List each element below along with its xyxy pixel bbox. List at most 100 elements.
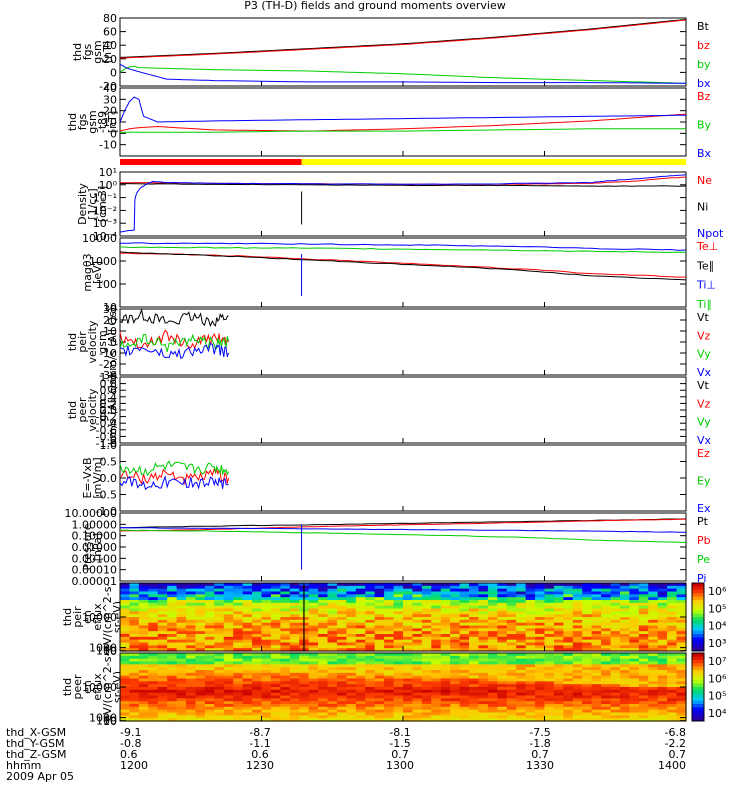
spectrogram-cell [582, 645, 593, 649]
spectrogram-cell [469, 704, 480, 708]
spectrogram-cell [195, 678, 206, 682]
spectrogram-cell [629, 687, 640, 691]
spectrogram-cell [355, 619, 366, 624]
spectrogram-cell [176, 678, 187, 682]
spectrogram-cell [440, 605, 451, 610]
spectrogram-cell [223, 655, 234, 660]
spectrogram-cell [280, 583, 291, 587]
spectrogram-cell [553, 591, 564, 595]
panel-frame [119, 308, 687, 376]
spectrogram-cell [497, 636, 508, 641]
spectrogram-cell [393, 715, 404, 719]
spectrogram-cell [270, 655, 281, 660]
spectrogram-cell [619, 698, 630, 702]
spectrogram-cell [478, 619, 489, 624]
spectrogram-cell [516, 715, 527, 719]
colorbar-cell [692, 700, 704, 705]
spectrogram-cell [469, 605, 480, 610]
spectrogram-cell [487, 594, 498, 598]
spectrogram-cell [563, 698, 574, 702]
spectrogram-cell [289, 658, 300, 663]
spectrogram-cell [572, 712, 583, 716]
spectrogram-cell [204, 712, 215, 716]
spectrogram-cell [667, 670, 678, 674]
legend-entry: Ey [697, 475, 711, 488]
spectrogram-cell [450, 692, 461, 697]
y-tick-label: 0.0 [100, 404, 118, 417]
spectrogram-cell [601, 687, 612, 691]
spectrogram-cell [157, 628, 168, 632]
spectrogram-cell [280, 597, 291, 601]
spectrogram-cell [638, 594, 649, 598]
spectrogram-cell [610, 681, 621, 685]
spectrogram-cell [601, 588, 612, 593]
spectrogram-cell [138, 622, 149, 627]
spectrogram-cell [289, 675, 300, 680]
spectrogram-cell [440, 642, 451, 646]
spectrogram-cell [167, 655, 178, 660]
spectrogram-cell [431, 684, 442, 688]
legend-entry: bx [697, 77, 711, 90]
spectrogram-cell [516, 636, 527, 641]
spectrogram-cell [157, 658, 168, 663]
spectrogram-cell [261, 681, 272, 685]
spectrogram-cell [186, 585, 197, 590]
spectrogram-cell [233, 614, 244, 618]
spectrogram-cell [129, 704, 140, 708]
spectrogram-cell [242, 617, 253, 621]
spectrogram-cell [657, 687, 668, 691]
spectrogram-cell [138, 608, 149, 612]
spectrogram-cell [374, 636, 385, 641]
spectrogram-cell [440, 602, 451, 607]
panel-ylabel: peer [71, 674, 84, 700]
spectrogram-cell [421, 591, 432, 595]
spectrogram-cell [535, 611, 546, 615]
spectrogram-cell [186, 608, 197, 612]
spectrogram-cell [157, 664, 168, 668]
spectrogram-cell [148, 628, 159, 632]
spectrogram-cell [186, 681, 197, 685]
spectrogram-cell [450, 695, 461, 699]
spectrogram-cell [497, 687, 508, 691]
spectrogram-cell [638, 689, 649, 694]
spectrogram-cell [214, 664, 225, 668]
spectrogram-cell [214, 675, 225, 680]
spectrogram-cell [667, 600, 678, 604]
spectrogram-cell [601, 709, 612, 714]
spectrogram-cell [176, 588, 187, 593]
spectrogram-cell [591, 625, 602, 629]
spectrogram-cell [459, 715, 470, 719]
spectrogram-cell [270, 645, 281, 649]
spectrogram-cell [318, 653, 329, 657]
spectrogram-cell [204, 625, 215, 629]
spectrogram-cell [478, 602, 489, 607]
spectrogram-cell [138, 689, 149, 694]
spectrogram-cell [591, 672, 602, 677]
colorbar-cell [692, 680, 704, 685]
spectrogram-cell [308, 625, 319, 629]
spectrogram-cell [308, 661, 319, 665]
spectrogram-cell [553, 704, 564, 708]
y-tick-label: 40 [103, 82, 117, 95]
spectrogram-cell [129, 655, 140, 660]
spectrogram-cell [601, 631, 612, 635]
y-tick-label: 1000 [89, 255, 117, 268]
spectrogram-cell [261, 583, 272, 587]
spectrogram-cell [403, 639, 414, 644]
spectrogram-cell [261, 597, 272, 601]
footer-value: -2.2 [665, 737, 686, 750]
spectrogram-cell [280, 678, 291, 682]
spectrogram-cell [440, 588, 451, 593]
spectrogram-cell [384, 611, 395, 615]
spectrogram-cell [440, 712, 451, 716]
spectrogram-cell [299, 655, 310, 660]
spectrogram-cell [214, 642, 225, 646]
spectrogram-cell [544, 605, 555, 610]
spectrogram-cell [497, 670, 508, 674]
spectrogram-cell [336, 678, 347, 682]
spectrogram-cell [459, 602, 470, 607]
spectrogram-cell [365, 709, 376, 714]
spectrogram-cell [384, 698, 395, 702]
spectrogram-cell [544, 600, 555, 604]
spectrogram-cell [629, 645, 640, 649]
